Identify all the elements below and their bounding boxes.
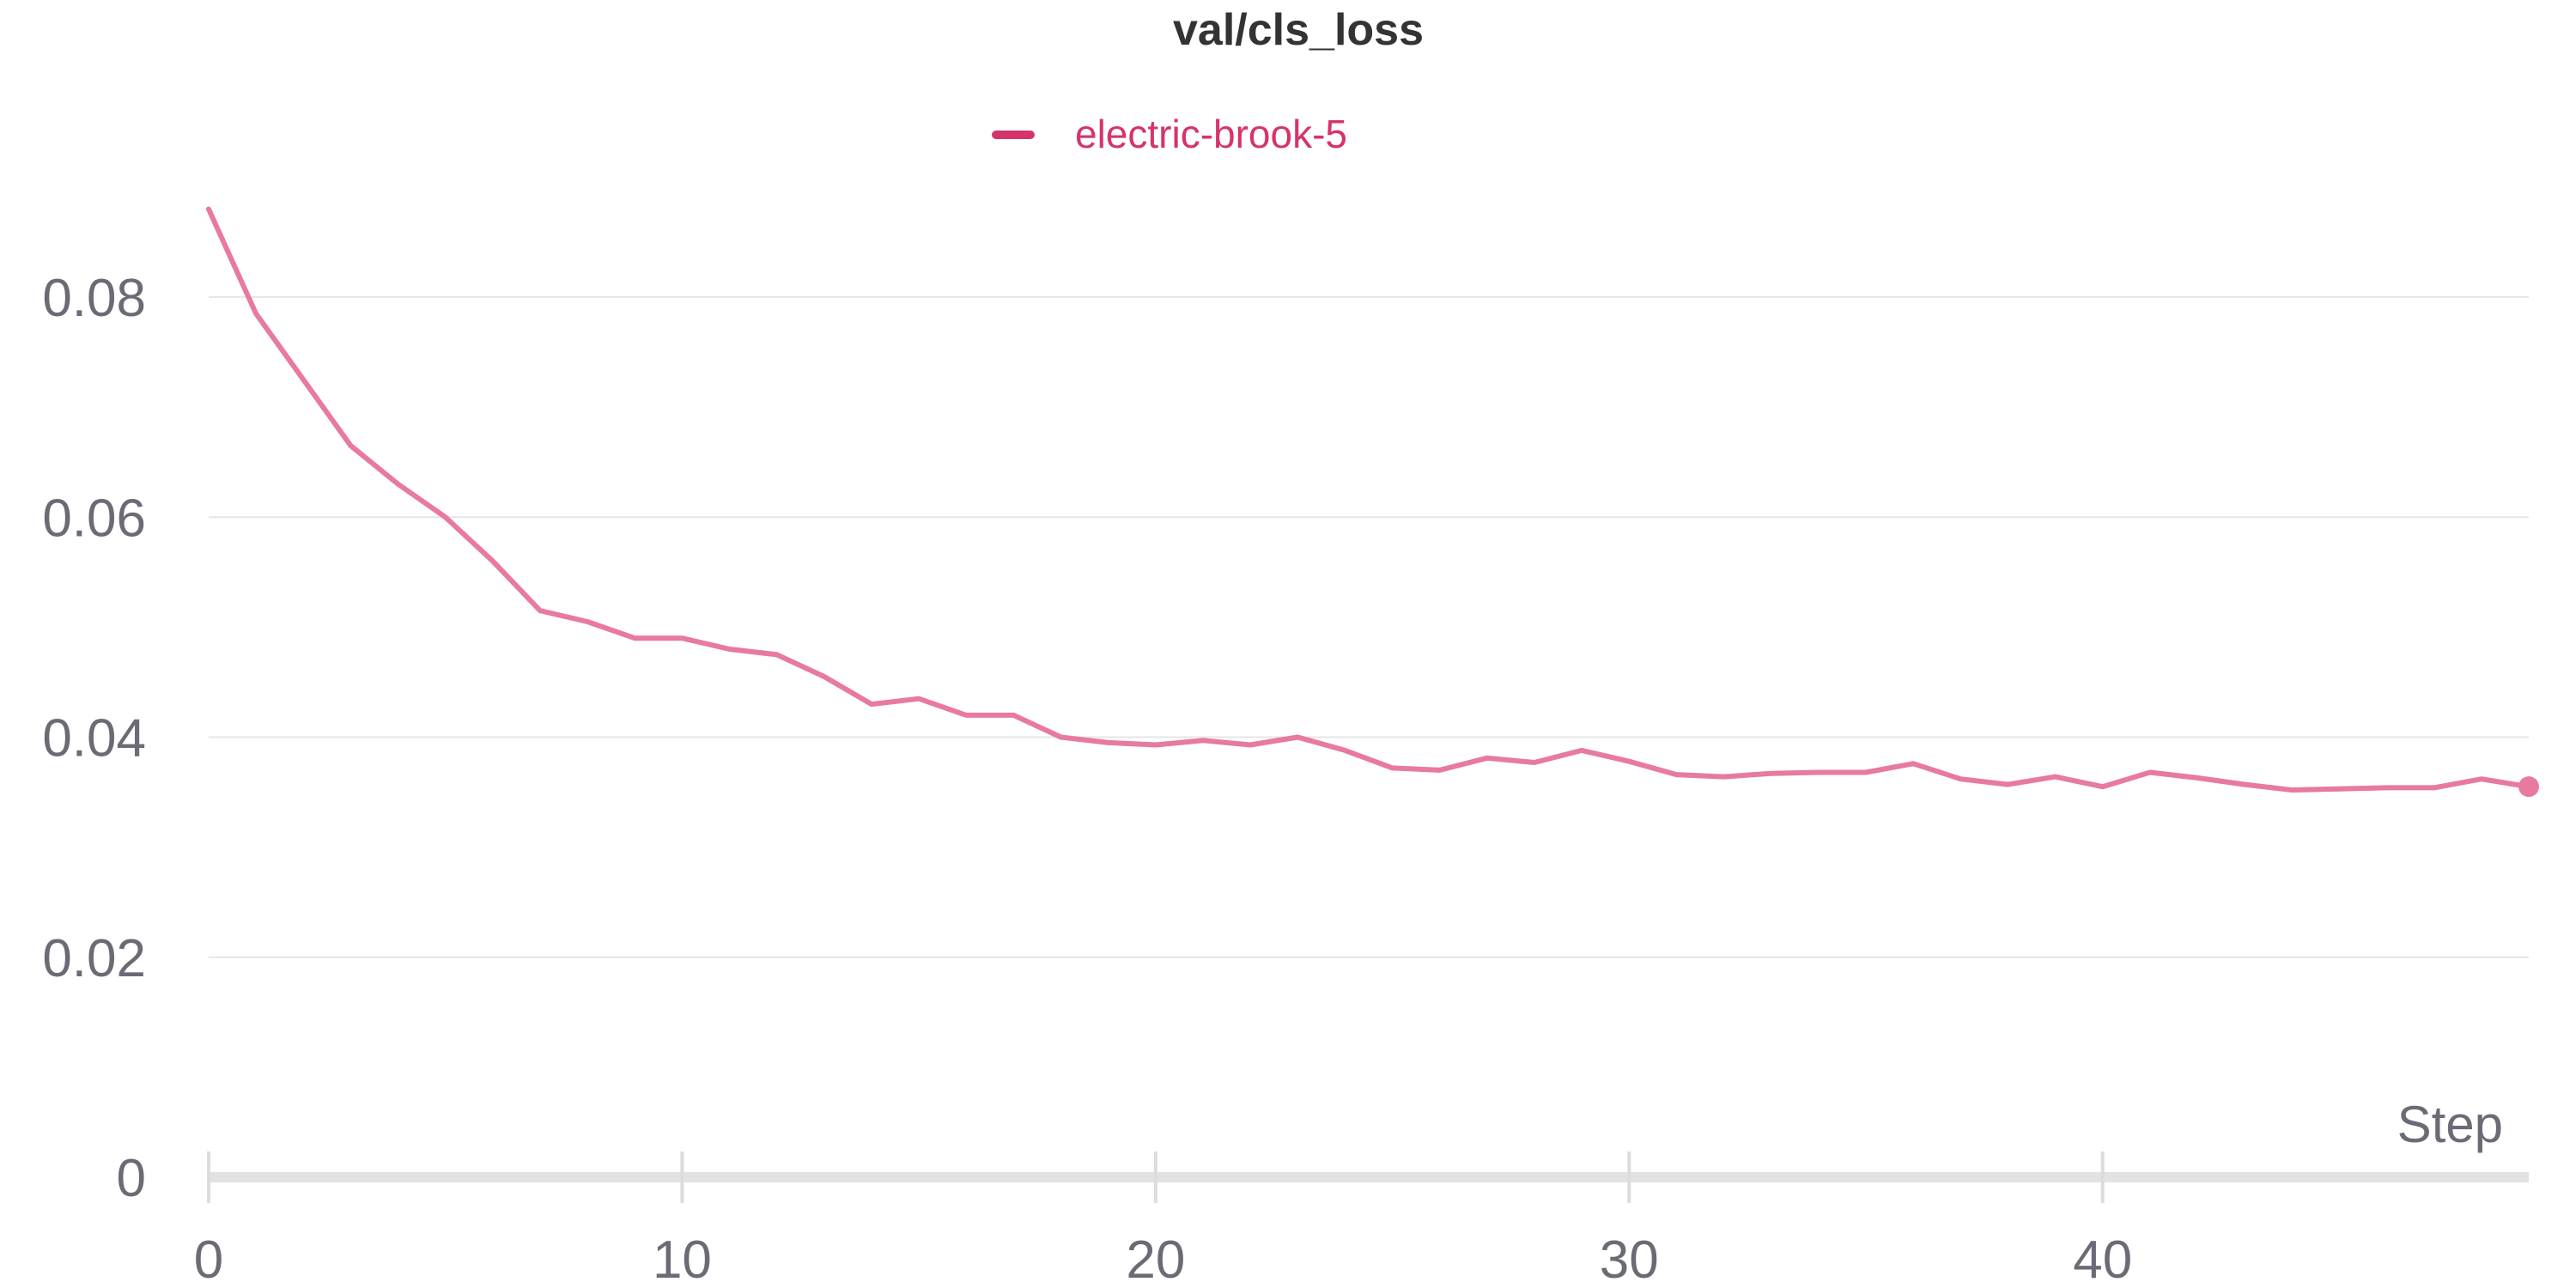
gridlines xyxy=(209,296,2529,958)
x-tick-label: 30 xyxy=(1600,1230,1659,1288)
legend-label: electric-brook-5 xyxy=(1075,112,1347,156)
y-tick-label: 0.06 xyxy=(42,489,146,548)
chart-title: val/cls_loss xyxy=(1173,5,1424,55)
y-tick-label: 0.08 xyxy=(42,269,146,328)
y-axis: 0 0.02 0.04 0.06 0.08 xyxy=(42,269,146,1208)
x-tick-label: 10 xyxy=(653,1230,712,1288)
series-layer xyxy=(206,206,2539,798)
y-tick-label: 0.04 xyxy=(42,709,146,769)
x-tick-label: 40 xyxy=(2073,1230,2132,1288)
y-tick-label: 0.02 xyxy=(42,929,146,988)
series-line xyxy=(206,206,2531,793)
x-tick-label: 0 xyxy=(194,1230,223,1288)
x-tick-label: 20 xyxy=(1126,1230,1185,1288)
y-tick-label: 0 xyxy=(117,1149,146,1208)
x-axis-label: Step xyxy=(2397,1096,2503,1153)
legend: electric-brook-5 xyxy=(992,112,1347,156)
series-end-point xyxy=(2518,776,2539,798)
x-axis: 0 10 20 30 40 xyxy=(194,1151,2529,1288)
legend-swatch xyxy=(992,131,1035,139)
